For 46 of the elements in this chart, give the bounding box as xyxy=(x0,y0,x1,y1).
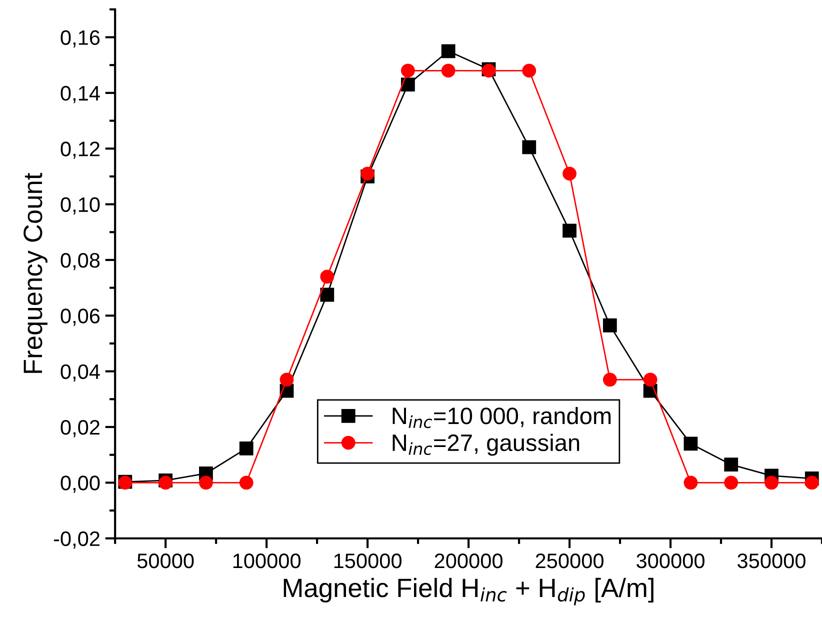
y-tick-label: 0,10 xyxy=(60,197,100,214)
point xyxy=(724,476,738,490)
y-tick-label: 0,06 xyxy=(60,308,100,326)
point xyxy=(441,44,456,58)
x-tick-label: 200000 xyxy=(434,553,502,568)
point xyxy=(602,372,617,387)
point xyxy=(360,166,374,181)
point xyxy=(562,224,576,238)
x-tick-label: 150000 xyxy=(334,553,402,568)
point xyxy=(684,436,698,451)
legend-label: N$_{inc}$=10 000, random xyxy=(392,406,611,428)
point xyxy=(401,78,415,92)
y-tick-label: 0,02 xyxy=(60,420,100,438)
y-axis-title: Frequency Count xyxy=(24,172,48,373)
point xyxy=(320,270,334,284)
y-tick-label: 0,14 xyxy=(60,86,100,104)
point xyxy=(602,318,617,332)
point xyxy=(239,441,254,456)
x-tick-label: 350000 xyxy=(738,553,806,568)
point xyxy=(643,372,658,387)
point xyxy=(522,64,536,78)
point xyxy=(724,458,738,472)
y-tick-label: 0,08 xyxy=(60,252,100,270)
point xyxy=(199,476,213,490)
y-tick-label: 0,12 xyxy=(60,142,100,159)
point xyxy=(320,288,334,302)
point xyxy=(562,166,576,181)
x-tick-label: 100000 xyxy=(233,553,301,568)
legend-label: N$_{inc}$=27, gaussian xyxy=(392,434,580,456)
point xyxy=(441,64,456,78)
point xyxy=(804,476,819,490)
point xyxy=(764,476,778,490)
point xyxy=(522,140,536,154)
x-axis-title: Magnetic Field H$_{inc}$ + H$_{dip}$ [A/m] xyxy=(284,578,654,606)
point xyxy=(158,476,173,490)
y-tick-label: 0,16 xyxy=(60,30,100,48)
y-tick-label: 0,04 xyxy=(60,364,100,382)
x-tick-label: 300000 xyxy=(636,553,704,568)
point xyxy=(684,476,698,490)
y-tick-label: 0,00 xyxy=(60,476,100,493)
x-tick-label: 250000 xyxy=(536,553,604,568)
point xyxy=(239,476,254,490)
y-tick-label: -0,02 xyxy=(54,531,100,549)
x-tick-label: 50000 xyxy=(137,553,194,568)
point xyxy=(401,64,415,78)
point xyxy=(280,372,294,387)
